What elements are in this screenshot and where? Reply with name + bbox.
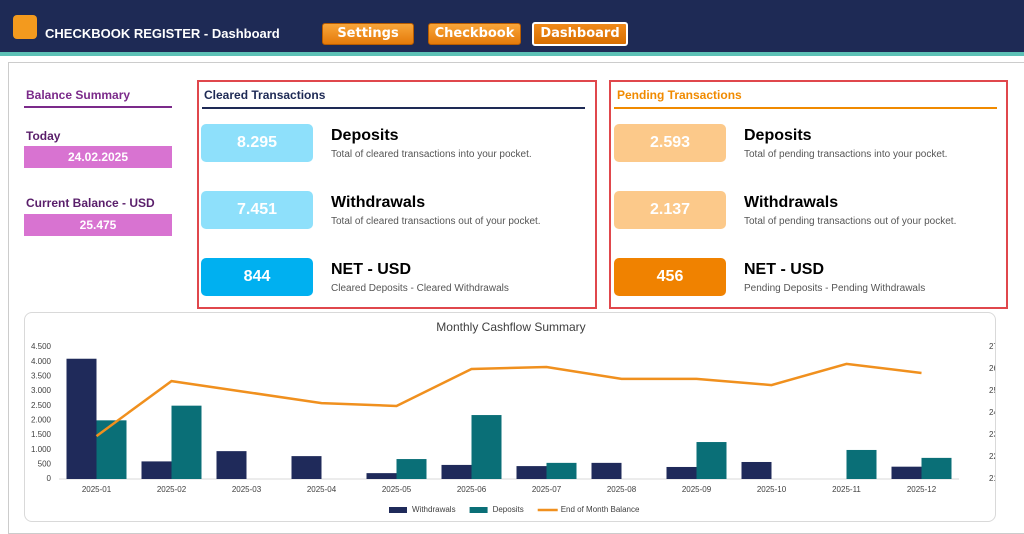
checkbook-button[interactable]: Checkbook [428, 23, 521, 45]
bar [66, 358, 97, 479]
bar [546, 462, 577, 479]
card-description: Pending Deposits - Pending Withdrawals [744, 283, 926, 294]
bar [591, 462, 622, 479]
logo [13, 15, 37, 39]
card-label: Withdrawals [331, 194, 426, 211]
bar [171, 405, 202, 479]
y2-tick-label: 21.000 [989, 474, 995, 483]
card-description: Total of cleared transactions into your … [331, 149, 532, 160]
card-description: Total of pending transactions into your … [744, 149, 948, 160]
card-description: Total of pending transactions out of you… [744, 216, 957, 227]
y2-tick-label: 27.000 [989, 342, 995, 351]
legend-label: Deposits [493, 505, 524, 514]
y-tick-label: 1.000 [31, 445, 52, 454]
card-value: 8.295 [201, 124, 313, 162]
card-description: Cleared Deposits - Cleared Withdrawals [331, 283, 509, 294]
bar [216, 451, 247, 479]
card-label: Withdrawals [744, 194, 839, 211]
y-tick-label: 3.500 [31, 371, 52, 380]
x-tick-label: 2025-07 [532, 485, 562, 494]
legend-swatch [469, 507, 488, 513]
bar [696, 442, 727, 479]
chart: Monthly Cashflow Summary 0 500 1.000 1.500 2… [31, 320, 1014, 514]
bar [141, 461, 172, 479]
dashboard-button[interactable]: Dashboard [532, 22, 628, 46]
y2-tick-label: 26.000 [989, 364, 995, 373]
card-value: 456 [614, 258, 726, 296]
y-tick-label: 4.000 [31, 357, 52, 366]
card-label: Deposits [331, 127, 399, 144]
bar [96, 420, 127, 479]
x-tick-label: 2025-05 [382, 485, 412, 494]
header-stripe [0, 52, 1024, 56]
bar [846, 449, 877, 479]
bar [366, 473, 397, 479]
legend-label: End of Month Balance [561, 505, 640, 514]
y2-tick-label: 24.000 [989, 408, 995, 417]
balance-value: 25.475 [24, 214, 172, 236]
y2-tick-label: 25.000 [989, 386, 995, 395]
card-value: 2.137 [614, 191, 726, 229]
underline [202, 107, 585, 109]
legend-swatch [389, 507, 407, 513]
bar [516, 466, 547, 479]
card-label: Deposits [744, 127, 812, 144]
underline [614, 107, 997, 109]
balance-summary-title: Balance Summary [26, 88, 131, 102]
bar [891, 466, 922, 479]
x-tick-label: 2025-10 [757, 485, 787, 494]
pending-panel [609, 80, 1008, 309]
x-tick-label: 2025-11 [832, 485, 861, 494]
x-tick-label: 2025-06 [457, 485, 487, 494]
legend-label: Withdrawals [412, 505, 456, 514]
bar [921, 457, 952, 479]
bar [666, 466, 697, 479]
underline [24, 106, 172, 108]
balance-line [95, 362, 922, 438]
x-tick-label: 2025-01 [82, 485, 112, 494]
x-tick-label: 2025-09 [682, 485, 712, 494]
x-tick-label: 2025-08 [607, 485, 637, 494]
y-tick-label: 0 [47, 474, 52, 483]
x-tick-label: 2025-02 [157, 485, 187, 494]
chart-frame: Monthly Cashflow Summary 0 500 1.000 1.500 2… [24, 312, 1014, 522]
y-tick-label: 2.500 [31, 401, 52, 410]
bar [396, 459, 427, 479]
y-tick-label: 3.000 [31, 386, 52, 395]
bar [441, 464, 472, 479]
x-tick-label: 2025-03 [232, 485, 262, 494]
card-label: NET - USD [331, 261, 411, 278]
cleared-panel [197, 80, 597, 309]
y2-tick-label: 22.000 [989, 452, 995, 461]
y-tick-label: 500 [38, 459, 52, 468]
y2-tick-label: 23.000 [989, 430, 995, 439]
app-title: CHECKBOOK REGISTER - Dashboard [45, 26, 280, 41]
card-value: 7.451 [201, 191, 313, 229]
bar [741, 461, 772, 479]
chart-title: Monthly Cashflow Summary [436, 320, 585, 334]
pending-title: Pending Transactions [617, 88, 742, 102]
x-tick-label: 2025-04 [307, 485, 337, 494]
y-tick-label: 1.500 [31, 430, 52, 439]
card-description: Total of cleared transactions out of you… [331, 216, 541, 227]
y-tick-label: 2.000 [31, 415, 52, 424]
today-value: 24.02.2025 [24, 146, 172, 168]
cleared-title: Cleared Transactions [204, 88, 326, 102]
x-tick-label: 2025-12 [907, 485, 937, 494]
card-label: NET - USD [744, 261, 824, 278]
bar [471, 415, 502, 479]
today-label: Today [26, 129, 61, 143]
card-value: 844 [201, 258, 313, 296]
card-value: 2.593 [614, 124, 726, 162]
bar [291, 456, 322, 479]
balance-label: Current Balance - USD [26, 196, 155, 210]
y-tick-label: 4.500 [31, 342, 52, 351]
settings-button[interactable]: Settings [322, 23, 414, 45]
